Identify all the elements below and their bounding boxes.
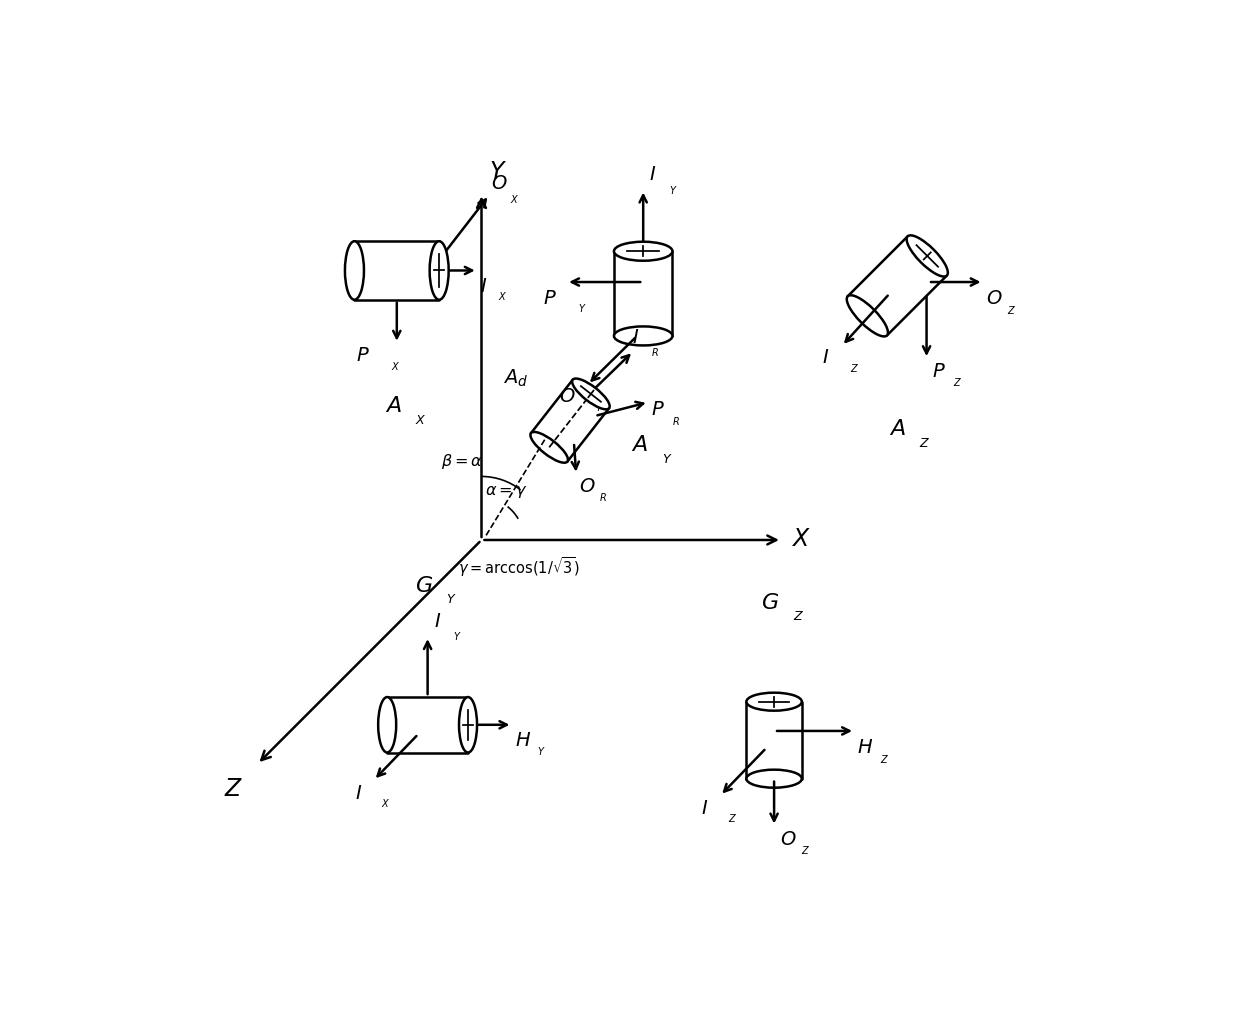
Text: $A$: $A$ — [384, 396, 402, 417]
Text: $I$: $I$ — [702, 800, 708, 819]
Text: $I$: $I$ — [631, 329, 639, 347]
Text: $\gamma=\arccos(1/\sqrt{3})$: $\gamma=\arccos(1/\sqrt{3})$ — [459, 555, 580, 579]
Ellipse shape — [614, 326, 672, 345]
Text: $_{X}$: $_{X}$ — [510, 192, 520, 205]
Text: $O$: $O$ — [780, 831, 797, 849]
Text: $_{Z}$: $_{Z}$ — [792, 605, 804, 623]
Text: $_{R}$: $_{R}$ — [599, 490, 608, 504]
Text: $_{Y}$: $_{Y}$ — [662, 448, 672, 466]
Text: $I$: $I$ — [355, 785, 362, 803]
Text: $Y$: $Y$ — [490, 161, 507, 184]
Text: $_{Z}$: $_{Z}$ — [952, 375, 962, 389]
Text: $_{Y}$: $_{Y}$ — [668, 183, 677, 196]
Text: $P$: $P$ — [932, 363, 946, 381]
Text: $_{Z}$: $_{Z}$ — [919, 432, 930, 450]
Text: $_{X}$: $_{X}$ — [415, 409, 427, 427]
Text: $_{Z}$: $_{Z}$ — [880, 752, 889, 765]
Text: $_{Y}$: $_{Y}$ — [578, 301, 587, 315]
Ellipse shape — [378, 697, 397, 752]
Text: $H$: $H$ — [516, 733, 532, 750]
Text: $\alpha=\gamma$: $\alpha=\gamma$ — [485, 483, 528, 500]
Text: $H$: $H$ — [857, 739, 873, 756]
Text: $I$: $I$ — [650, 167, 657, 184]
Text: $_{X}$: $_{X}$ — [391, 359, 401, 373]
Text: $P$: $P$ — [543, 289, 557, 308]
Text: $A$: $A$ — [889, 418, 905, 440]
Ellipse shape — [531, 432, 568, 463]
Text: $_{Z}$: $_{Z}$ — [1007, 303, 1016, 317]
Ellipse shape — [906, 235, 947, 277]
Ellipse shape — [746, 693, 802, 710]
Ellipse shape — [572, 378, 610, 410]
Text: $_{X}$: $_{X}$ — [498, 289, 507, 303]
Text: $O$: $O$ — [491, 176, 507, 193]
Text: $_{Z}$: $_{Z}$ — [728, 811, 737, 825]
Text: $_{Y}$: $_{Y}$ — [446, 588, 456, 606]
Text: $G$: $G$ — [761, 593, 779, 614]
Ellipse shape — [345, 241, 365, 299]
Text: $I$: $I$ — [434, 613, 441, 631]
Ellipse shape — [459, 697, 477, 752]
Text: $P$: $P$ — [651, 401, 665, 419]
Text: $G$: $G$ — [414, 574, 433, 597]
Text: $_{Y}$: $_{Y}$ — [537, 744, 546, 758]
Text: $O$: $O$ — [559, 387, 575, 406]
Text: $P$: $P$ — [356, 347, 370, 366]
Text: $A_{d}$: $A_{d}$ — [502, 368, 528, 389]
Ellipse shape — [746, 770, 802, 788]
Text: $_{Z}$: $_{Z}$ — [849, 362, 858, 375]
Text: $_{R}$: $_{R}$ — [672, 414, 680, 427]
Ellipse shape — [847, 295, 888, 336]
Ellipse shape — [614, 242, 672, 261]
Text: $_{R}$: $_{R}$ — [651, 345, 658, 359]
Text: $O$: $O$ — [579, 478, 596, 497]
Text: $Z$: $Z$ — [224, 778, 243, 801]
Text: $_{X}$: $_{X}$ — [382, 795, 391, 809]
Text: $O$: $O$ — [986, 289, 1002, 308]
Text: $I$: $I$ — [480, 278, 487, 296]
Text: $A$: $A$ — [631, 433, 647, 456]
Text: $I$: $I$ — [822, 350, 830, 367]
Ellipse shape — [429, 241, 449, 299]
Text: $_{Y}$: $_{Y}$ — [453, 630, 461, 643]
Text: $X$: $X$ — [791, 528, 811, 552]
Text: $\beta=\alpha$: $\beta=\alpha$ — [441, 452, 484, 471]
Text: $_{Y}$: $_{Y}$ — [595, 400, 604, 414]
Text: $_{Z}$: $_{Z}$ — [801, 843, 810, 857]
